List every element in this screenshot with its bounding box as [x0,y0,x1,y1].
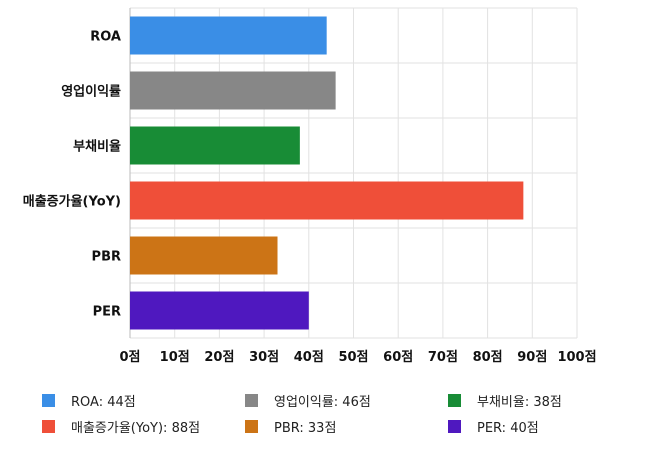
x-tick-label: 10점 [160,350,190,365]
category-label: 부채비율 [73,139,121,155]
x-tick-label: 60점 [383,350,413,365]
legend-label: 영업이익률: 46점 [274,395,371,410]
x-tick-label: 20점 [204,350,234,365]
legend-label: ROA: 44점 [71,395,136,410]
x-tick-label: 70점 [428,350,458,365]
category-label: ROA [90,30,121,45]
bar [130,181,524,220]
category-label: 영업이익률 [61,84,121,100]
x-tick-label: 90점 [517,350,547,365]
category-label: PBR [92,250,121,265]
bar [130,291,309,330]
x-tick-label: 80점 [473,350,503,365]
legend-label: 부채비율: 38점 [477,395,562,410]
legend-label: 매출증가율(YoY): 88점 [71,421,200,436]
bar [130,71,336,110]
bar [130,236,278,275]
category-label: 매출증가율(YoY) [23,194,121,210]
x-tick-label: 0점 [119,350,140,365]
legend-swatch [42,394,55,407]
legend-swatch [245,420,258,433]
x-tick-label: 40점 [294,350,324,365]
x-tick-label: 30점 [249,350,279,365]
x-tick-label: 50점 [338,350,368,365]
legend-label: PER: 40점 [477,421,539,436]
bar [130,126,300,165]
category-label: PER [93,305,121,320]
legend-swatch [448,394,461,407]
bar [130,16,327,55]
x-tick-label: 100점 [557,350,596,365]
legend-swatch [245,394,258,407]
legend-swatch [448,420,461,433]
legend-label: PBR: 33점 [274,421,336,436]
legend-swatch [42,420,55,433]
